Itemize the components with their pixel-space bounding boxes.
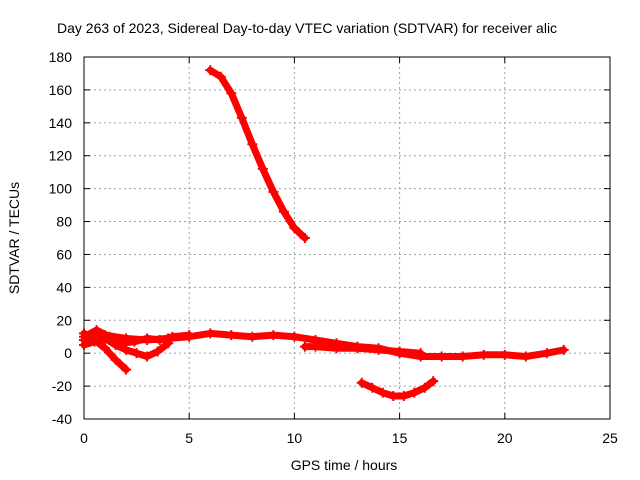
- grid: [84, 57, 610, 419]
- data-point-arc-baseline: [436, 351, 447, 362]
- data-point-arc-upper-left: [154, 335, 165, 346]
- data-point-arc-upper-left: [167, 331, 178, 342]
- y-tick-label: 160: [49, 82, 73, 98]
- y-tick-label: 120: [49, 148, 73, 164]
- data-point-arc-mid-left: [89, 336, 100, 347]
- axis-ticks: 0 5 10 15 20 25 -40 -20 0 20 40 60 80 100 120 140 160 180: [49, 49, 618, 446]
- y-tick-label: 180: [49, 49, 73, 65]
- data-point-arc-mid-left: [152, 346, 163, 357]
- x-axis-label: GPS time / hours: [291, 457, 398, 473]
- data-point-arc-baseline: [205, 328, 216, 339]
- data-point-arc-high: [268, 186, 279, 197]
- data-point-arc-high: [299, 233, 310, 243]
- y-tick-label: 140: [49, 115, 73, 131]
- data-point-arc-baseline: [499, 349, 510, 360]
- data-point-arc-secondary: [331, 343, 342, 354]
- data-point-arc-high: [257, 163, 268, 174]
- data-marks: [79, 65, 569, 401]
- y-tick-label: 100: [49, 181, 73, 197]
- data-point-arc-baseline: [478, 349, 489, 360]
- data-point-arc-baseline: [457, 351, 468, 362]
- data-point-arc-high: [236, 112, 247, 123]
- data-point-arc-dip: [398, 390, 409, 401]
- x-tick-label: 0: [80, 430, 88, 446]
- x-tick-label: 20: [497, 430, 513, 446]
- data-point-arc-high: [278, 206, 289, 217]
- y-axis-label: SDTVAR / TECUs: [6, 182, 22, 294]
- data-point-arc-baseline: [247, 331, 258, 342]
- y-tick-label: 80: [56, 214, 72, 230]
- y-tick-label: -40: [52, 411, 72, 427]
- data-point-arc-high: [247, 139, 258, 150]
- data-point-arc-dip: [419, 382, 430, 393]
- data-point-arc-high: [215, 71, 226, 82]
- data-point-arc-baseline: [289, 331, 300, 342]
- data-point-arc-upper-left: [129, 336, 140, 347]
- data-point-arc-secondary: [415, 348, 426, 359]
- data-point-arc-dip: [409, 387, 420, 398]
- x-tick-label: 25: [602, 430, 618, 446]
- plot-frame: [83, 56, 611, 420]
- x-tick-label: 10: [287, 430, 303, 446]
- data-point-arc-low-left: [121, 364, 132, 375]
- data-point-arc-baseline: [541, 348, 552, 359]
- series-line-arc-high: [206, 66, 309, 242]
- data-point-arc-upper-left: [91, 325, 102, 336]
- data-point-arc-upper-left: [184, 330, 195, 341]
- y-tick-label: 0: [64, 345, 72, 361]
- data-point-arc-mid-left: [142, 351, 153, 362]
- y-tick-label: 60: [56, 246, 72, 262]
- data-point-arc-dip: [428, 376, 439, 387]
- data-point-arc-baseline: [558, 344, 569, 355]
- data-point-arc-high: [289, 223, 300, 234]
- data-point-arc-mid-left: [121, 344, 132, 355]
- data-point-arc-upper-left: [79, 331, 89, 342]
- data-point-arc-dip: [367, 382, 378, 393]
- data-point-arc-baseline: [520, 351, 531, 362]
- data-point-arc-low-left: [110, 354, 121, 365]
- data-point-arc-secondary: [310, 341, 321, 352]
- y-tick-label: -20: [52, 378, 72, 394]
- data-point-arc-secondary: [299, 341, 310, 352]
- x-tick-label: 5: [185, 430, 193, 446]
- y-tick-label: 40: [56, 279, 72, 295]
- data-point-arc-secondary: [352, 343, 363, 354]
- data-point-arc-upper-left: [104, 331, 115, 342]
- chart-title: Day 263 of 2023, Sidereal Day-to-day VTE…: [57, 20, 557, 36]
- data-point-arc-dip: [388, 390, 399, 401]
- data-point-arc-upper-left: [142, 333, 153, 344]
- data-point-arc-secondary: [373, 344, 384, 355]
- data-point-arc-secondary: [394, 346, 405, 357]
- data-point-arc-high: [226, 88, 237, 99]
- data-point-arc-upper-left: [116, 338, 127, 349]
- data-point-arc-low-left: [100, 343, 111, 354]
- data-point-arc-baseline: [268, 330, 279, 341]
- x-tick-label: 15: [392, 430, 408, 446]
- data-point-arc-mid-left: [131, 348, 142, 359]
- data-point-arc-baseline: [226, 330, 237, 341]
- data-point-arc-high: [205, 65, 216, 76]
- data-point-arc-dip: [377, 387, 388, 398]
- y-tick-label: 20: [56, 312, 72, 328]
- data-point-arc-dip: [356, 377, 367, 388]
